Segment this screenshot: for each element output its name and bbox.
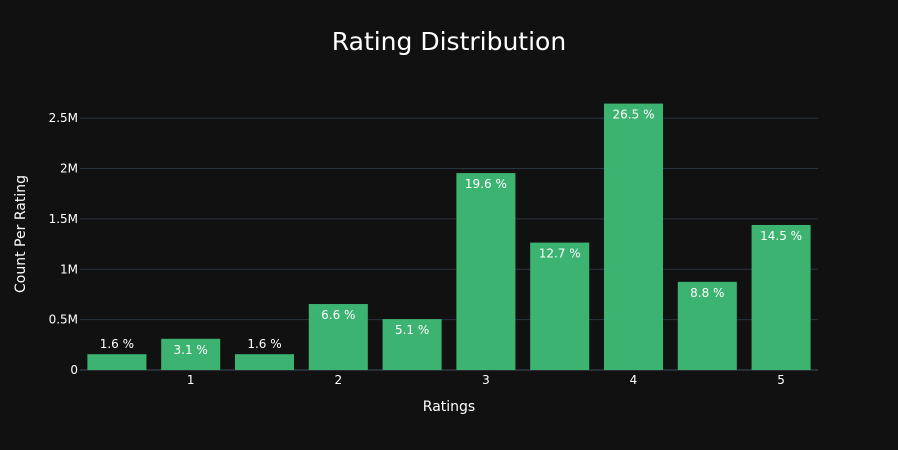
bar [456,173,516,370]
y-tick-label: 2.5M [49,111,78,125]
y-axis-ticks: 0 0.5M 1M 1.5M 2M 2.5M [49,111,78,377]
bar-value-label: 3.1 % [174,343,208,357]
bar-value-label: 8.8 % [690,286,724,300]
bar [677,281,737,370]
bar-value-label: 19.6 % [465,177,507,191]
chart-title: Rating Distribution [332,27,566,56]
bar [87,354,147,370]
x-axis-ticks: 1 2 3 4 5 [187,373,785,387]
bar [603,103,664,371]
bar-value-label: 1.6 % [247,337,281,351]
bar [234,354,295,370]
bar-value-label: 26.5 % [613,108,655,122]
y-tick-label: 2M [60,162,78,176]
bar-labels: 1.6 % 3.1 % 1.6 % 6.6 % 5.1 % 19.6 % 12.7 % 26.… [100,108,802,357]
x-tick-label: 5 [777,373,785,387]
bar-value-label: 14.5 % [760,229,802,243]
bar-value-label: 5.1 % [395,323,429,337]
y-axis-title: Count Per Rating [13,175,29,293]
bar-value-label: 12.7 % [539,247,581,261]
x-tick-label: 3 [482,373,490,387]
y-tick-label: 0.5M [49,313,78,327]
bar-value-label: 6.6 % [321,308,355,322]
bars [87,103,811,371]
bar-value-label: 1.6 % [100,337,134,351]
bar [382,319,442,370]
bar [161,338,221,370]
x-tick-label: 1 [187,373,195,387]
y-tick-label: 0 [70,363,78,377]
x-tick-label: 2 [334,373,342,387]
bar [308,304,368,370]
y-tick-label: 1.5M [49,212,78,226]
y-tick-label: 1M [60,262,78,276]
bar [530,242,590,370]
x-tick-label: 4 [630,373,638,387]
bar [751,224,811,370]
x-axis-title: Ratings [423,399,475,415]
